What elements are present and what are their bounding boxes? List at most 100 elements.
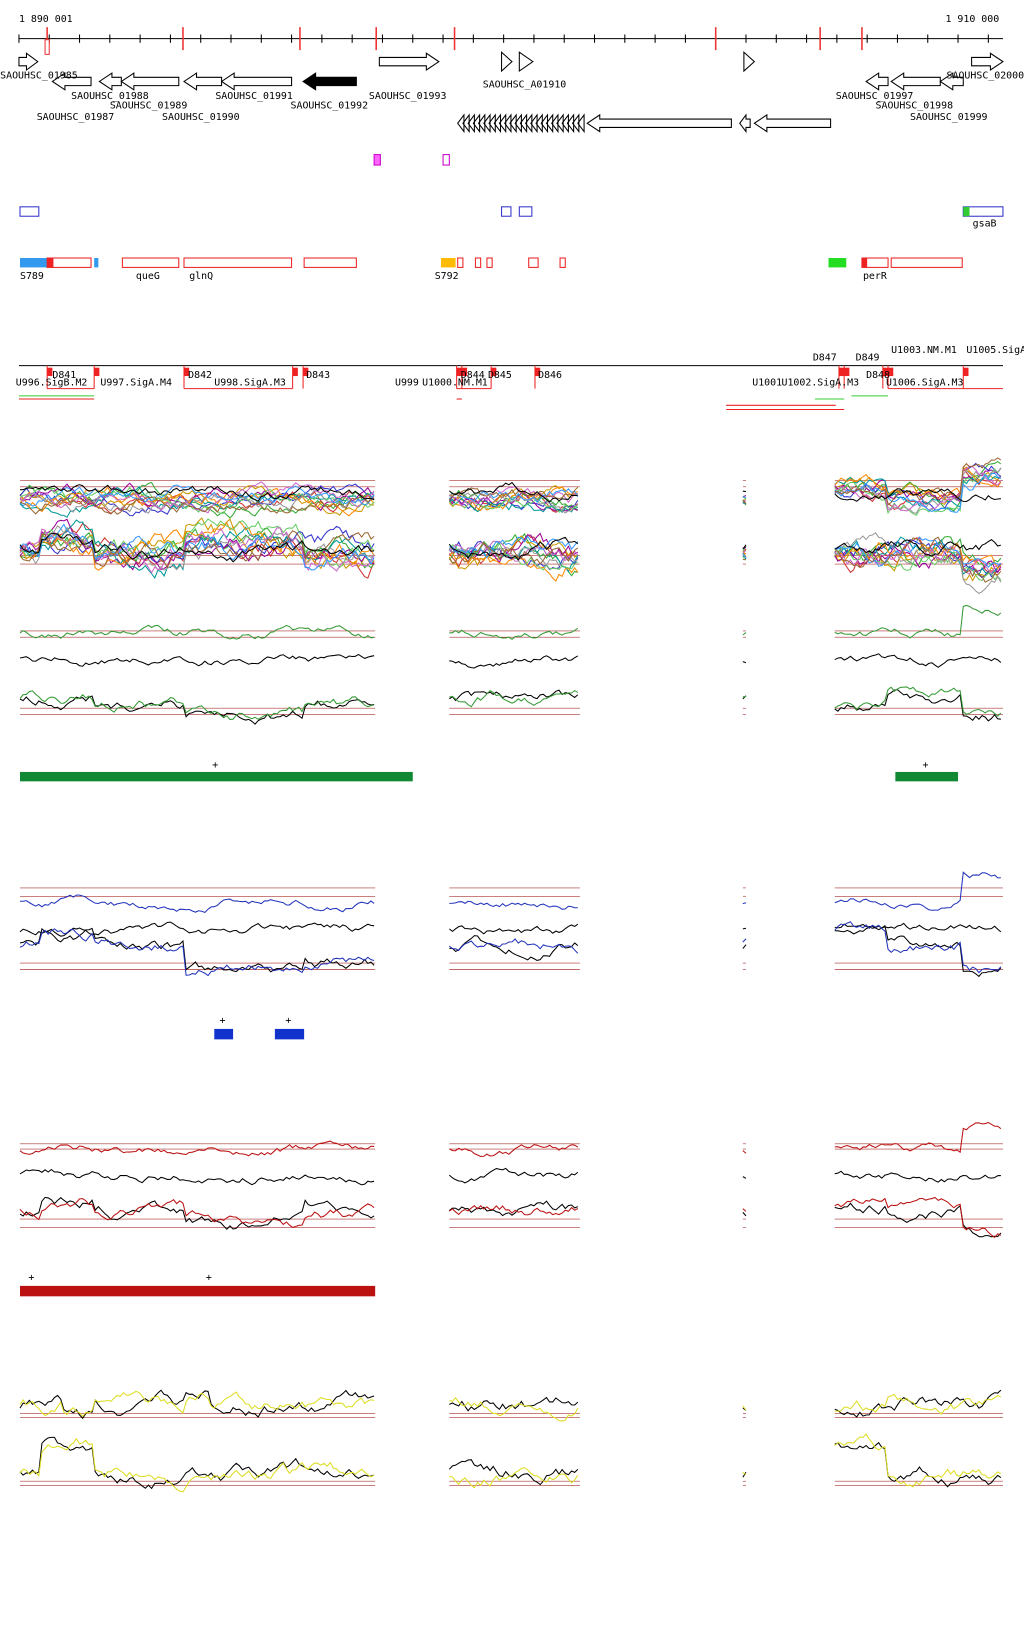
gene-label: SAOUHSC_01999 [910, 112, 988, 123]
box [45, 40, 49, 55]
feature-label: perR [863, 271, 887, 282]
marker-plus: + [923, 760, 929, 771]
signal-line [20, 1141, 374, 1156]
box [20, 1286, 375, 1296]
signal-line [835, 1171, 1001, 1182]
box [20, 207, 39, 216]
signal-line [449, 1168, 577, 1183]
signal-line [20, 895, 374, 912]
signal-line [449, 936, 577, 961]
signal-line [835, 922, 1001, 973]
box [47, 258, 91, 267]
signal-line [835, 1390, 1001, 1417]
segment-label: D842 [188, 370, 212, 381]
signal-line [743, 662, 746, 663]
segment-label: U1006.SigA.M3 [886, 377, 964, 388]
box [487, 258, 492, 267]
gene-label: SAOUHSC_01989 [110, 101, 188, 112]
segment-label: U1003.NM.M1 [891, 345, 957, 356]
gene-label: SAOUHSC_01985 [0, 70, 78, 81]
signal-line [449, 1468, 577, 1488]
signal-line [449, 1398, 577, 1411]
signal-line [20, 928, 374, 971]
signal-line [449, 691, 577, 707]
gene-label: SAOUHSC_01993 [369, 91, 447, 102]
box [184, 258, 292, 267]
signal-line [835, 605, 1001, 638]
signal-line [449, 939, 577, 953]
marker-plus: + [206, 1273, 212, 1284]
signal-line [743, 939, 746, 942]
box [94, 368, 99, 376]
box [293, 368, 298, 376]
box [20, 772, 413, 781]
ruler-end: 1 910 000 [946, 14, 1000, 25]
box [963, 207, 969, 216]
marker-plus: + [28, 1273, 34, 1284]
gene-arrow [19, 53, 38, 70]
box [844, 368, 849, 376]
signal-line [743, 491, 746, 492]
signal-line [20, 696, 374, 724]
feature-label: S789 [20, 271, 44, 282]
gene-triangle [519, 52, 533, 71]
marker-plus: + [212, 760, 218, 771]
segment-label: U1002.SigA.M3 [782, 377, 860, 388]
gene-arrow [740, 115, 750, 132]
signal-line [743, 945, 746, 949]
signal-line [835, 1198, 1001, 1238]
signal-line [449, 1145, 577, 1157]
signal-line [20, 654, 374, 666]
segment-label: D849 [856, 352, 880, 363]
signal-line [835, 468, 1001, 513]
gene-label: SAOUHSC_A01910 [483, 80, 567, 91]
signal-line [743, 696, 746, 697]
signal-line [835, 1203, 1001, 1237]
segment-label: U999 [395, 377, 419, 388]
gene-arrow [121, 73, 178, 90]
signal-line [20, 929, 374, 976]
signal-line [449, 924, 577, 934]
signal-line [449, 628, 577, 639]
gene-label: SAOUHSC_01990 [162, 112, 240, 123]
gene-label: SAOUHSC_01991 [215, 91, 293, 102]
gene-arrow [184, 73, 222, 90]
gene-arrow [222, 73, 292, 90]
gene-arrow [972, 53, 1003, 70]
signal-line [743, 928, 746, 929]
signal-line [449, 1201, 577, 1215]
gene-arrow [379, 53, 439, 70]
box [475, 258, 480, 267]
feature-label: queG [136, 271, 160, 282]
box [214, 1029, 233, 1039]
box [458, 258, 463, 267]
signal-line [835, 468, 1001, 515]
box [829, 258, 847, 267]
box [374, 155, 380, 165]
signal-line [835, 687, 1001, 716]
signal-line [449, 1460, 577, 1485]
box [47, 258, 53, 267]
feature-label: gsaB [973, 219, 997, 230]
gene-arrow [754, 115, 830, 132]
signal-line [835, 654, 1001, 667]
signal-line [20, 531, 374, 568]
signal-line [835, 690, 1001, 721]
gene-arrow [99, 73, 121, 90]
feature-label: S792 [435, 271, 459, 282]
gene-label: SAOUHSC_01992 [291, 101, 369, 112]
gene-triangle [744, 52, 754, 71]
gene-triangle [502, 52, 512, 71]
box [443, 155, 449, 165]
gene-arrow [587, 115, 731, 132]
box [502, 207, 511, 216]
box [275, 1029, 304, 1039]
feature-label: glnQ [189, 271, 213, 282]
segment-label: D844 [461, 370, 485, 381]
gene-label: SAOUHSC_01987 [37, 112, 115, 123]
signal-line [743, 633, 746, 635]
signal-line [743, 1151, 746, 1154]
box [891, 258, 962, 267]
box [839, 368, 844, 376]
gene-arrow [866, 73, 888, 90]
